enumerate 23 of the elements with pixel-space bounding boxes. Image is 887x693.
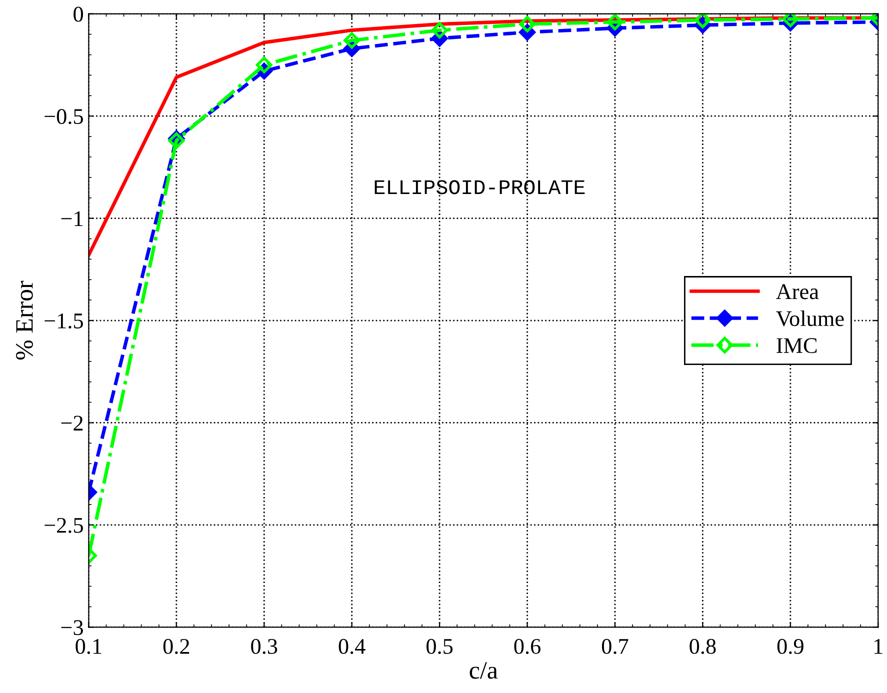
- y-tick-label: −2.5: [44, 518, 83, 533]
- x-tick-label: 0.1: [76, 638, 102, 654]
- x-tick-label: 0.5: [426, 638, 453, 654]
- x-tick-label: 1: [874, 639, 882, 654]
- x-tick-label: 0.6: [514, 638, 540, 654]
- annotation: ELLIPSOID-PROLATE: [374, 180, 585, 194]
- x-tick-label: 0.4: [338, 638, 366, 654]
- y-tick-label: −2: [61, 416, 83, 430]
- x-tick-label: 0.7: [602, 638, 628, 654]
- y-tick-label: −1.5: [44, 314, 83, 329]
- x-tick-label: 0.9: [777, 638, 804, 654]
- y-tick-label: 0: [74, 6, 83, 22]
- y-axis-title: % Error: [16, 280, 33, 360]
- y-tick-label: −0.5: [44, 109, 83, 124]
- legend-label: IMC: [776, 338, 817, 354]
- y-tick-label: −3: [61, 620, 83, 636]
- legend-label: Volume: [776, 310, 844, 326]
- x-axis-title: c/a: [470, 662, 498, 679]
- x-tick-label: 0.3: [251, 638, 278, 654]
- x-tick-label: 0.8: [690, 638, 716, 654]
- y-tick-label: −1: [61, 211, 83, 226]
- legend-label: Area: [776, 284, 819, 300]
- x-tick-label: 0.2: [163, 638, 190, 654]
